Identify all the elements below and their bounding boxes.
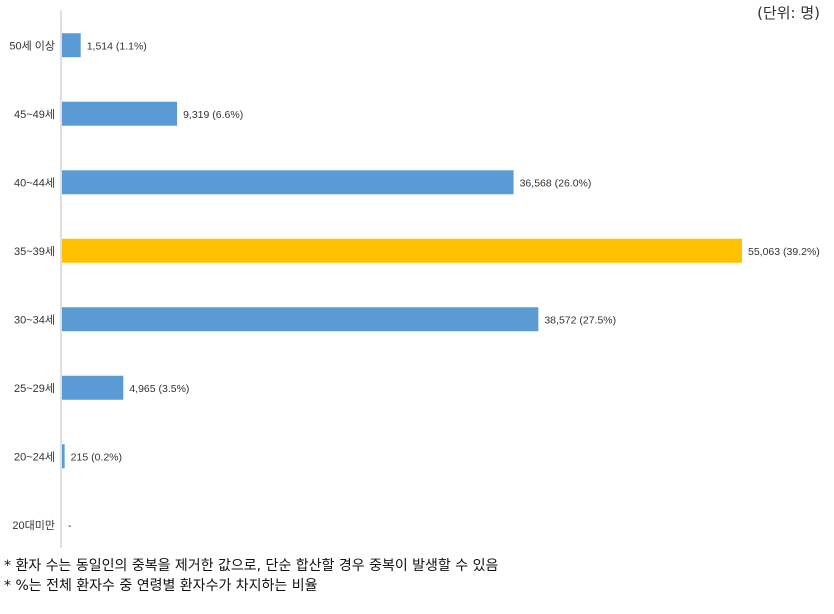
category-label: 40~44세 — [14, 176, 55, 189]
data-label: 55,063 (39.2%) — [748, 246, 820, 258]
category-label: 30~34세 — [14, 313, 55, 326]
category-label: 25~29세 — [14, 382, 55, 395]
unit-label: (단위: 명) — [757, 4, 820, 22]
data-label: 38,572 (27.5%) — [544, 314, 616, 326]
footnote-duplicate: * 환자 수는 동일인의 중복을 제거한 값으로, 단순 합산할 경우 중복이 … — [4, 558, 499, 574]
footnote-percent: * %는 전체 환자수 중 연령별 환자수가 차지하는 비율 — [4, 578, 318, 594]
bar — [62, 33, 81, 58]
data-label: 36,568 (26.0%) — [520, 177, 592, 189]
data-label: 9,319 (6.6%) — [183, 109, 243, 121]
category-label: 20대미만 — [12, 519, 55, 532]
bar — [62, 444, 65, 469]
category-label: 20~24세 — [14, 450, 55, 463]
data-label: 215 (0.2%) — [71, 451, 122, 463]
bar — [62, 307, 539, 332]
data-label: 4,965 (3.5%) — [129, 383, 189, 395]
bar — [62, 238, 742, 263]
bar — [62, 170, 514, 195]
bar-chart: 50세 이상 1,514 (1.1%) 45~49세 9,319 (6.6%) 40~4… — [9, 10, 820, 548]
data-label: - — [68, 520, 72, 532]
data-label: 1,514 (1.1%) — [87, 40, 147, 52]
bar — [62, 375, 124, 400]
category-label: 45~49세 — [14, 108, 55, 121]
bar — [62, 101, 178, 126]
category-label: 50세 이상 — [9, 39, 55, 52]
footnotes: * 환자 수는 동일인의 중복을 제거한 값으로, 단순 합산할 경우 중복이 … — [4, 556, 498, 596]
bars-layer: 50세 이상 1,514 (1.1%) 45~49세 9,319 (6.6%) 40~4… — [9, 33, 820, 532]
category-label: 35~39세 — [14, 245, 55, 258]
